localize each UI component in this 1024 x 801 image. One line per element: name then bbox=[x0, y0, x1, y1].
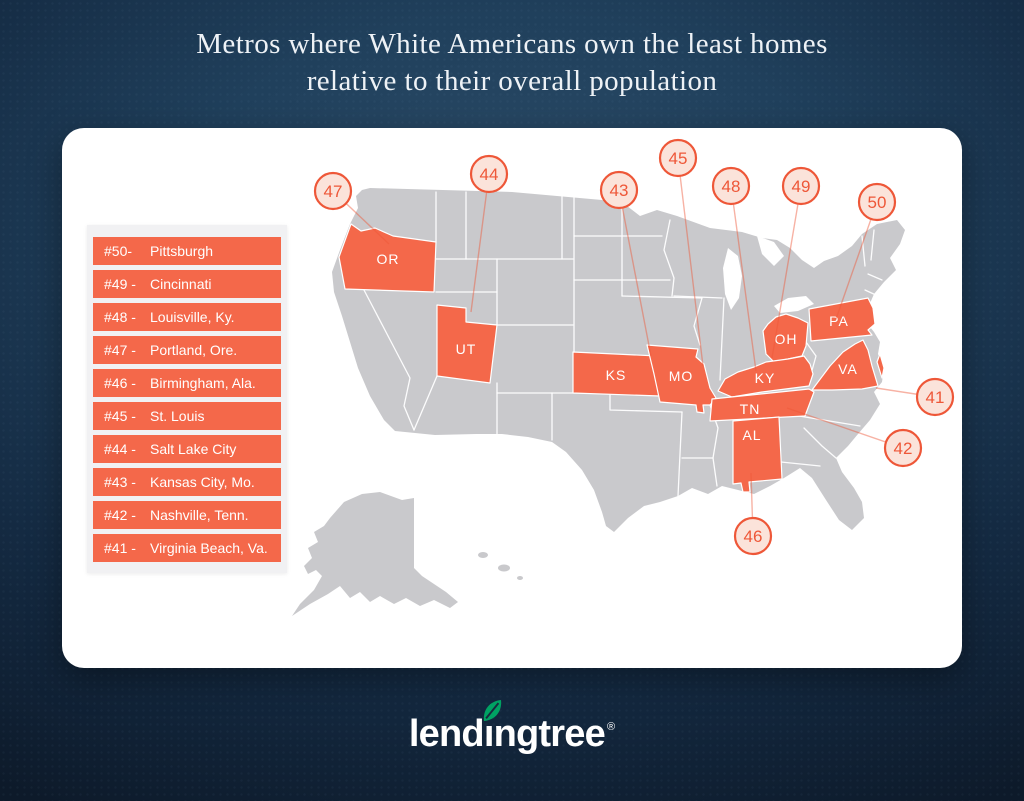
rank-label: #50- bbox=[104, 243, 133, 259]
list-item: #43 - Kansas City, Mo. bbox=[93, 468, 281, 496]
callout-number: 47 bbox=[324, 182, 343, 201]
map-card: #50- Pittsburgh #49 - Cincinnati #48 - Louisv… bbox=[62, 128, 962, 668]
callout-number: 42 bbox=[894, 439, 913, 458]
alaska-shape bbox=[292, 492, 458, 616]
logo-wordmark: lendı ngtree bbox=[408, 699, 606, 760]
callout-number: 41 bbox=[926, 388, 945, 407]
list-item: #47 - Portland, Ore. bbox=[93, 336, 281, 364]
callout-circle bbox=[711, 166, 751, 206]
island-shape bbox=[478, 552, 488, 558]
callout-circle bbox=[915, 377, 955, 417]
state-label: UT bbox=[456, 341, 477, 357]
state-label: OH bbox=[775, 331, 798, 347]
rank-label: #49 - bbox=[104, 276, 136, 292]
callout-number: 48 bbox=[722, 177, 741, 196]
list-item: #41 - Virginia Beach, Va. bbox=[93, 534, 281, 562]
state-label: TN bbox=[740, 401, 761, 417]
island-shape bbox=[498, 564, 510, 572]
callout-number: 49 bbox=[792, 177, 811, 196]
title-line-2: relative to their overall population bbox=[306, 65, 718, 97]
island-shape bbox=[517, 576, 523, 580]
callout-circle bbox=[599, 170, 639, 210]
callout-circle bbox=[857, 182, 897, 222]
title-line-1: Metros where White Americans own the lea… bbox=[196, 28, 828, 60]
state-label: MO bbox=[669, 368, 694, 384]
callout-circle bbox=[313, 171, 353, 211]
callout-line bbox=[730, 185, 757, 372]
rank-label: #48 - bbox=[104, 309, 136, 325]
logo-text-i: ı bbox=[483, 713, 495, 755]
city-label: Nashville, Tenn. bbox=[150, 507, 249, 523]
rank-label: #42 - bbox=[104, 507, 136, 523]
callout-circle bbox=[733, 516, 773, 556]
state-label: KY bbox=[755, 370, 776, 386]
rank-label: #47 - bbox=[104, 342, 136, 358]
logo-text-post: ngtree bbox=[493, 713, 606, 755]
state-shape-VA-eastern-shore bbox=[876, 353, 885, 379]
logo-text-pre: lend bbox=[408, 713, 485, 755]
city-label: Virginia Beach, Va. bbox=[150, 540, 268, 556]
state-shape-TN bbox=[709, 388, 815, 422]
lendingtree-logo: lendı ngtree ® bbox=[0, 699, 1024, 760]
callout-number: 46 bbox=[744, 527, 763, 546]
state-label: KS bbox=[606, 367, 627, 383]
city-label: Kansas City, Mo. bbox=[150, 474, 255, 490]
rank-label: #43 - bbox=[104, 474, 136, 490]
rank-label: #45 - bbox=[104, 408, 136, 424]
rank-label: #46 - bbox=[104, 375, 136, 391]
state-label: VA bbox=[838, 361, 858, 377]
list-item: #44 - Salt Lake City bbox=[93, 435, 281, 463]
city-label: Pittsburgh bbox=[150, 243, 214, 259]
callout-circle bbox=[883, 428, 923, 468]
callout-number: 50 bbox=[868, 193, 887, 212]
state-label: PA bbox=[829, 313, 849, 329]
city-label: Salt Lake City bbox=[150, 441, 237, 457]
list-item: #50- Pittsburgh bbox=[93, 237, 281, 265]
callout-circle bbox=[469, 154, 509, 194]
state-shape-KY bbox=[717, 355, 814, 398]
callout-line bbox=[618, 189, 652, 357]
callout-number: 44 bbox=[480, 165, 499, 184]
ranking-list: #50- Pittsburgh #49 - Cincinnati #48 - Louisv… bbox=[87, 225, 287, 573]
state-shape-PA bbox=[808, 297, 876, 342]
state-shape-VA bbox=[811, 339, 879, 391]
leaf-icon bbox=[483, 699, 501, 722]
callout-line bbox=[835, 201, 878, 320]
list-item: #45 - St. Louis bbox=[93, 402, 281, 430]
city-label: Cincinnati bbox=[150, 276, 212, 292]
state-shape-MO bbox=[646, 344, 717, 414]
callout-circle bbox=[781, 166, 821, 206]
city-label: Birmingham, Ala. bbox=[150, 375, 256, 391]
city-label: Portland, Ore. bbox=[150, 342, 238, 358]
city-label: St. Louis bbox=[150, 408, 205, 424]
state-shape-AL bbox=[732, 416, 783, 493]
callout-line bbox=[470, 173, 490, 313]
list-item: #46 - Birmingham, Ala. bbox=[93, 369, 281, 397]
state-label: OR bbox=[377, 251, 400, 267]
rank-label: #44 - bbox=[104, 441, 136, 457]
us-map: OR UT KS MO OH PA KY TN VA AL 47 44 43 45 48 49 50 41 42 4… bbox=[292, 138, 955, 616]
state-shape-OR bbox=[338, 223, 437, 293]
great-lakes bbox=[723, 236, 814, 313]
state-shape-UT bbox=[436, 304, 498, 384]
callout-circle bbox=[658, 138, 698, 178]
callout-number: 45 bbox=[669, 149, 688, 168]
city-label: Louisville, Ky. bbox=[150, 309, 235, 325]
list-item: #48 - Louisville, Ky. bbox=[93, 303, 281, 331]
rank-label: #41 - bbox=[104, 540, 136, 556]
list-item: #49 - Cincinnati bbox=[93, 270, 281, 298]
callout-number: 43 bbox=[610, 181, 629, 200]
registered-mark: ® bbox=[606, 721, 616, 733]
callout-line bbox=[786, 407, 904, 449]
list-item: #42 - Nashville, Tenn. bbox=[93, 501, 281, 529]
page-title: Metros where White Americans own the lea… bbox=[0, 26, 1024, 100]
callout-line bbox=[771, 185, 802, 359]
state-label: AL bbox=[742, 427, 761, 443]
callout-line bbox=[677, 157, 704, 367]
